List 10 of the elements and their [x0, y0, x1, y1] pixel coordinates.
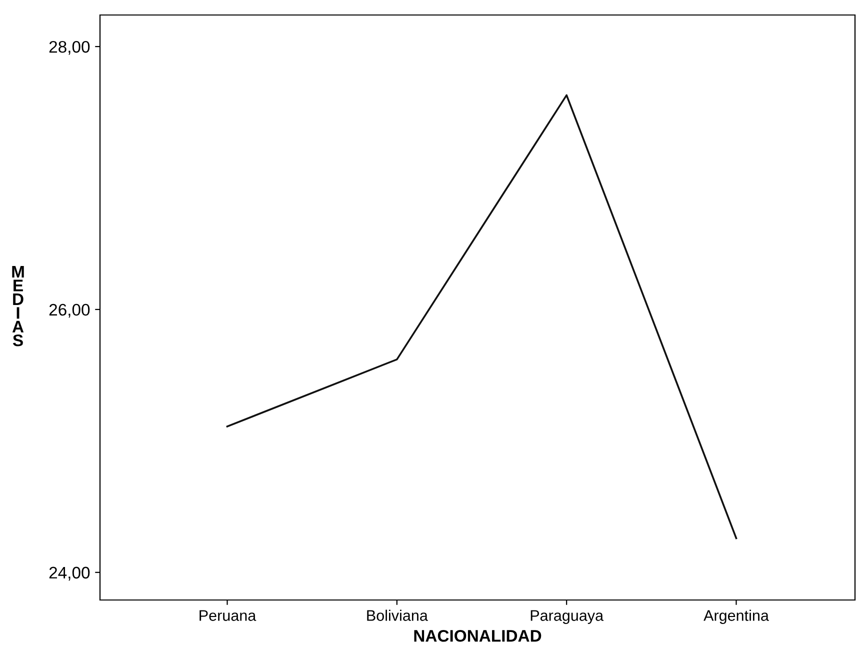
- y-tick-label: 28,00: [49, 40, 90, 55]
- x-tick-label: Peruana: [200, 610, 256, 621]
- y-axis-title: MEDIAS: [12, 266, 24, 346]
- x-tick-label: Argentina: [704, 610, 769, 624]
- line-series: [226, 94, 738, 540]
- y-tick-label: 24,00: [49, 566, 90, 581]
- x-tick-label: Paraguaya: [530, 610, 604, 624]
- y-tick-label: 26,00: [49, 304, 90, 318]
- x-tick-label: Boliviana: [367, 610, 428, 621]
- x-axis-title: NACIONALIDAD: [414, 630, 542, 642]
